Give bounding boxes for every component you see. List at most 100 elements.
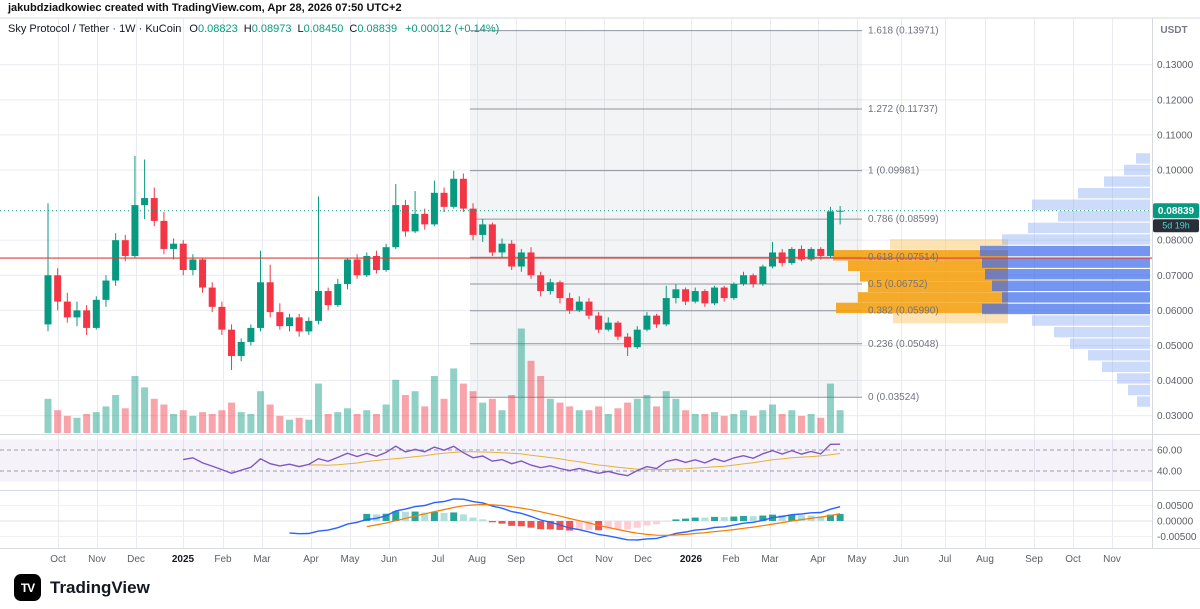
svg-text:0.236 (0.05048): 0.236 (0.05048) (868, 339, 939, 350)
candle (141, 159, 149, 220)
price-axis[interactable]: USDT 0.13000 0.12000 0.11000 0.10000 0.08000 0… (1157, 25, 1197, 543)
candle (150, 187, 158, 227)
candle (343, 257, 351, 290)
candle (450, 170, 458, 209)
candle (469, 203, 477, 241)
candle (324, 287, 332, 311)
pane-separators[interactable] (0, 17, 1200, 549)
svg-text:2025: 2025 (172, 554, 195, 565)
candle (788, 247, 796, 265)
svg-text:Feb: Feb (722, 554, 740, 565)
symbol-title[interactable]: Sky Protocol / Tether · 1W · KuCoin (8, 23, 182, 35)
svg-text:Aug: Aug (468, 554, 486, 565)
candle (131, 155, 139, 258)
volume-profile-fixed-range[interactable] (833, 239, 1008, 324)
candle (208, 282, 216, 313)
candle (826, 206, 834, 258)
tradingview-logo[interactable]: TV TradingView (14, 574, 150, 601)
symbol-legend[interactable]: Sky Protocol / Tether · 1W · KuCoin O0.0… (8, 23, 499, 35)
candle (295, 313, 303, 337)
candle (218, 301, 226, 335)
candle (624, 333, 632, 356)
candle (247, 324, 255, 346)
candle (411, 191, 419, 234)
attribution-text: jakubdziadkowiec created with TradingVie… (8, 2, 402, 14)
svg-text:Sep: Sep (507, 554, 525, 565)
candle (769, 241, 776, 269)
ohlc-low: L0.08450 (297, 23, 344, 35)
ohlc-high: H0.08973 (243, 23, 292, 35)
candle (73, 301, 81, 327)
candle (807, 247, 815, 262)
candle (720, 285, 728, 302)
svg-text:Jul: Jul (432, 554, 445, 565)
svg-text:-0.00500: -0.00500 (1157, 532, 1197, 543)
svg-text:Nov: Nov (595, 554, 613, 565)
candle (314, 196, 322, 325)
fib-retracement[interactable] (470, 30, 862, 398)
candle (102, 275, 110, 307)
candle (740, 271, 748, 286)
svg-text:Nov: Nov (88, 554, 106, 565)
candle (54, 268, 62, 311)
svg-text:Aug: Aug (976, 554, 994, 565)
price-axis-currency: USDT (1160, 25, 1187, 36)
svg-text:1.272 (0.11737): 1.272 (0.11737) (868, 104, 938, 115)
svg-text:0.382 (0.05990): 0.382 (0.05990) (868, 306, 939, 317)
candle (257, 250, 265, 332)
candle (691, 287, 699, 304)
candle (237, 338, 245, 362)
candle (392, 184, 400, 249)
candle (672, 284, 680, 304)
candle (63, 292, 71, 323)
time-axis[interactable]: Oct Nov Dec 2025 Feb Mar Apr May Jun Jul Aug Sep Oct… (50, 554, 1121, 565)
svg-text:Feb: Feb (214, 554, 232, 565)
candle (527, 247, 535, 279)
svg-text:0.08000: 0.08000 (1157, 236, 1194, 247)
svg-text:1 (0.09981): 1 (0.09981) (868, 166, 919, 177)
candle (566, 292, 574, 314)
svg-text:May: May (848, 554, 867, 565)
svg-text:0.618 (0.07514): 0.618 (0.07514) (868, 252, 939, 263)
candle (817, 247, 825, 260)
svg-text:Jun: Jun (893, 554, 909, 565)
svg-text:Oct: Oct (1065, 554, 1081, 565)
candle (662, 285, 670, 327)
rsi-pane (0, 439, 1152, 482)
volume-profile-visible-range[interactable] (980, 153, 1150, 407)
svg-text:0.07000: 0.07000 (1157, 271, 1194, 282)
candle (363, 252, 371, 278)
tradingview-logo-icon[interactable]: TV (14, 574, 41, 601)
candle (643, 312, 651, 332)
candle (276, 303, 284, 330)
candle (286, 313, 293, 332)
svg-text:Nov: Nov (1103, 554, 1121, 565)
candle (701, 289, 709, 307)
candle (170, 238, 178, 260)
svg-text:0.11000: 0.11000 (1157, 130, 1193, 141)
candle (682, 287, 690, 306)
candle (401, 199, 409, 237)
candle (556, 280, 564, 304)
svg-text:2026: 2026 (680, 554, 703, 565)
svg-text:Dec: Dec (127, 554, 145, 565)
candle (749, 273, 757, 288)
candle (730, 282, 738, 300)
candle (711, 285, 719, 306)
candle (440, 187, 448, 213)
candle (604, 317, 612, 332)
candle (546, 278, 554, 295)
svg-text:0.5 (0.06752): 0.5 (0.06752) (868, 279, 928, 290)
macd-pane (289, 498, 844, 541)
svg-text:0.06000: 0.06000 (1157, 306, 1194, 317)
candle (537, 271, 545, 297)
svg-text:0.786 (0.08599): 0.786 (0.08599) (868, 214, 939, 225)
candle (479, 219, 487, 242)
candle (160, 212, 168, 255)
tradingview-logo-text[interactable]: TradingView (50, 577, 150, 597)
svg-text:0.05000: 0.05000 (1157, 341, 1194, 352)
svg-text:0.00500: 0.00500 (1157, 501, 1194, 512)
candle (121, 234, 129, 262)
current-price-badge: 0.08839 5d 19h (1153, 203, 1199, 233)
